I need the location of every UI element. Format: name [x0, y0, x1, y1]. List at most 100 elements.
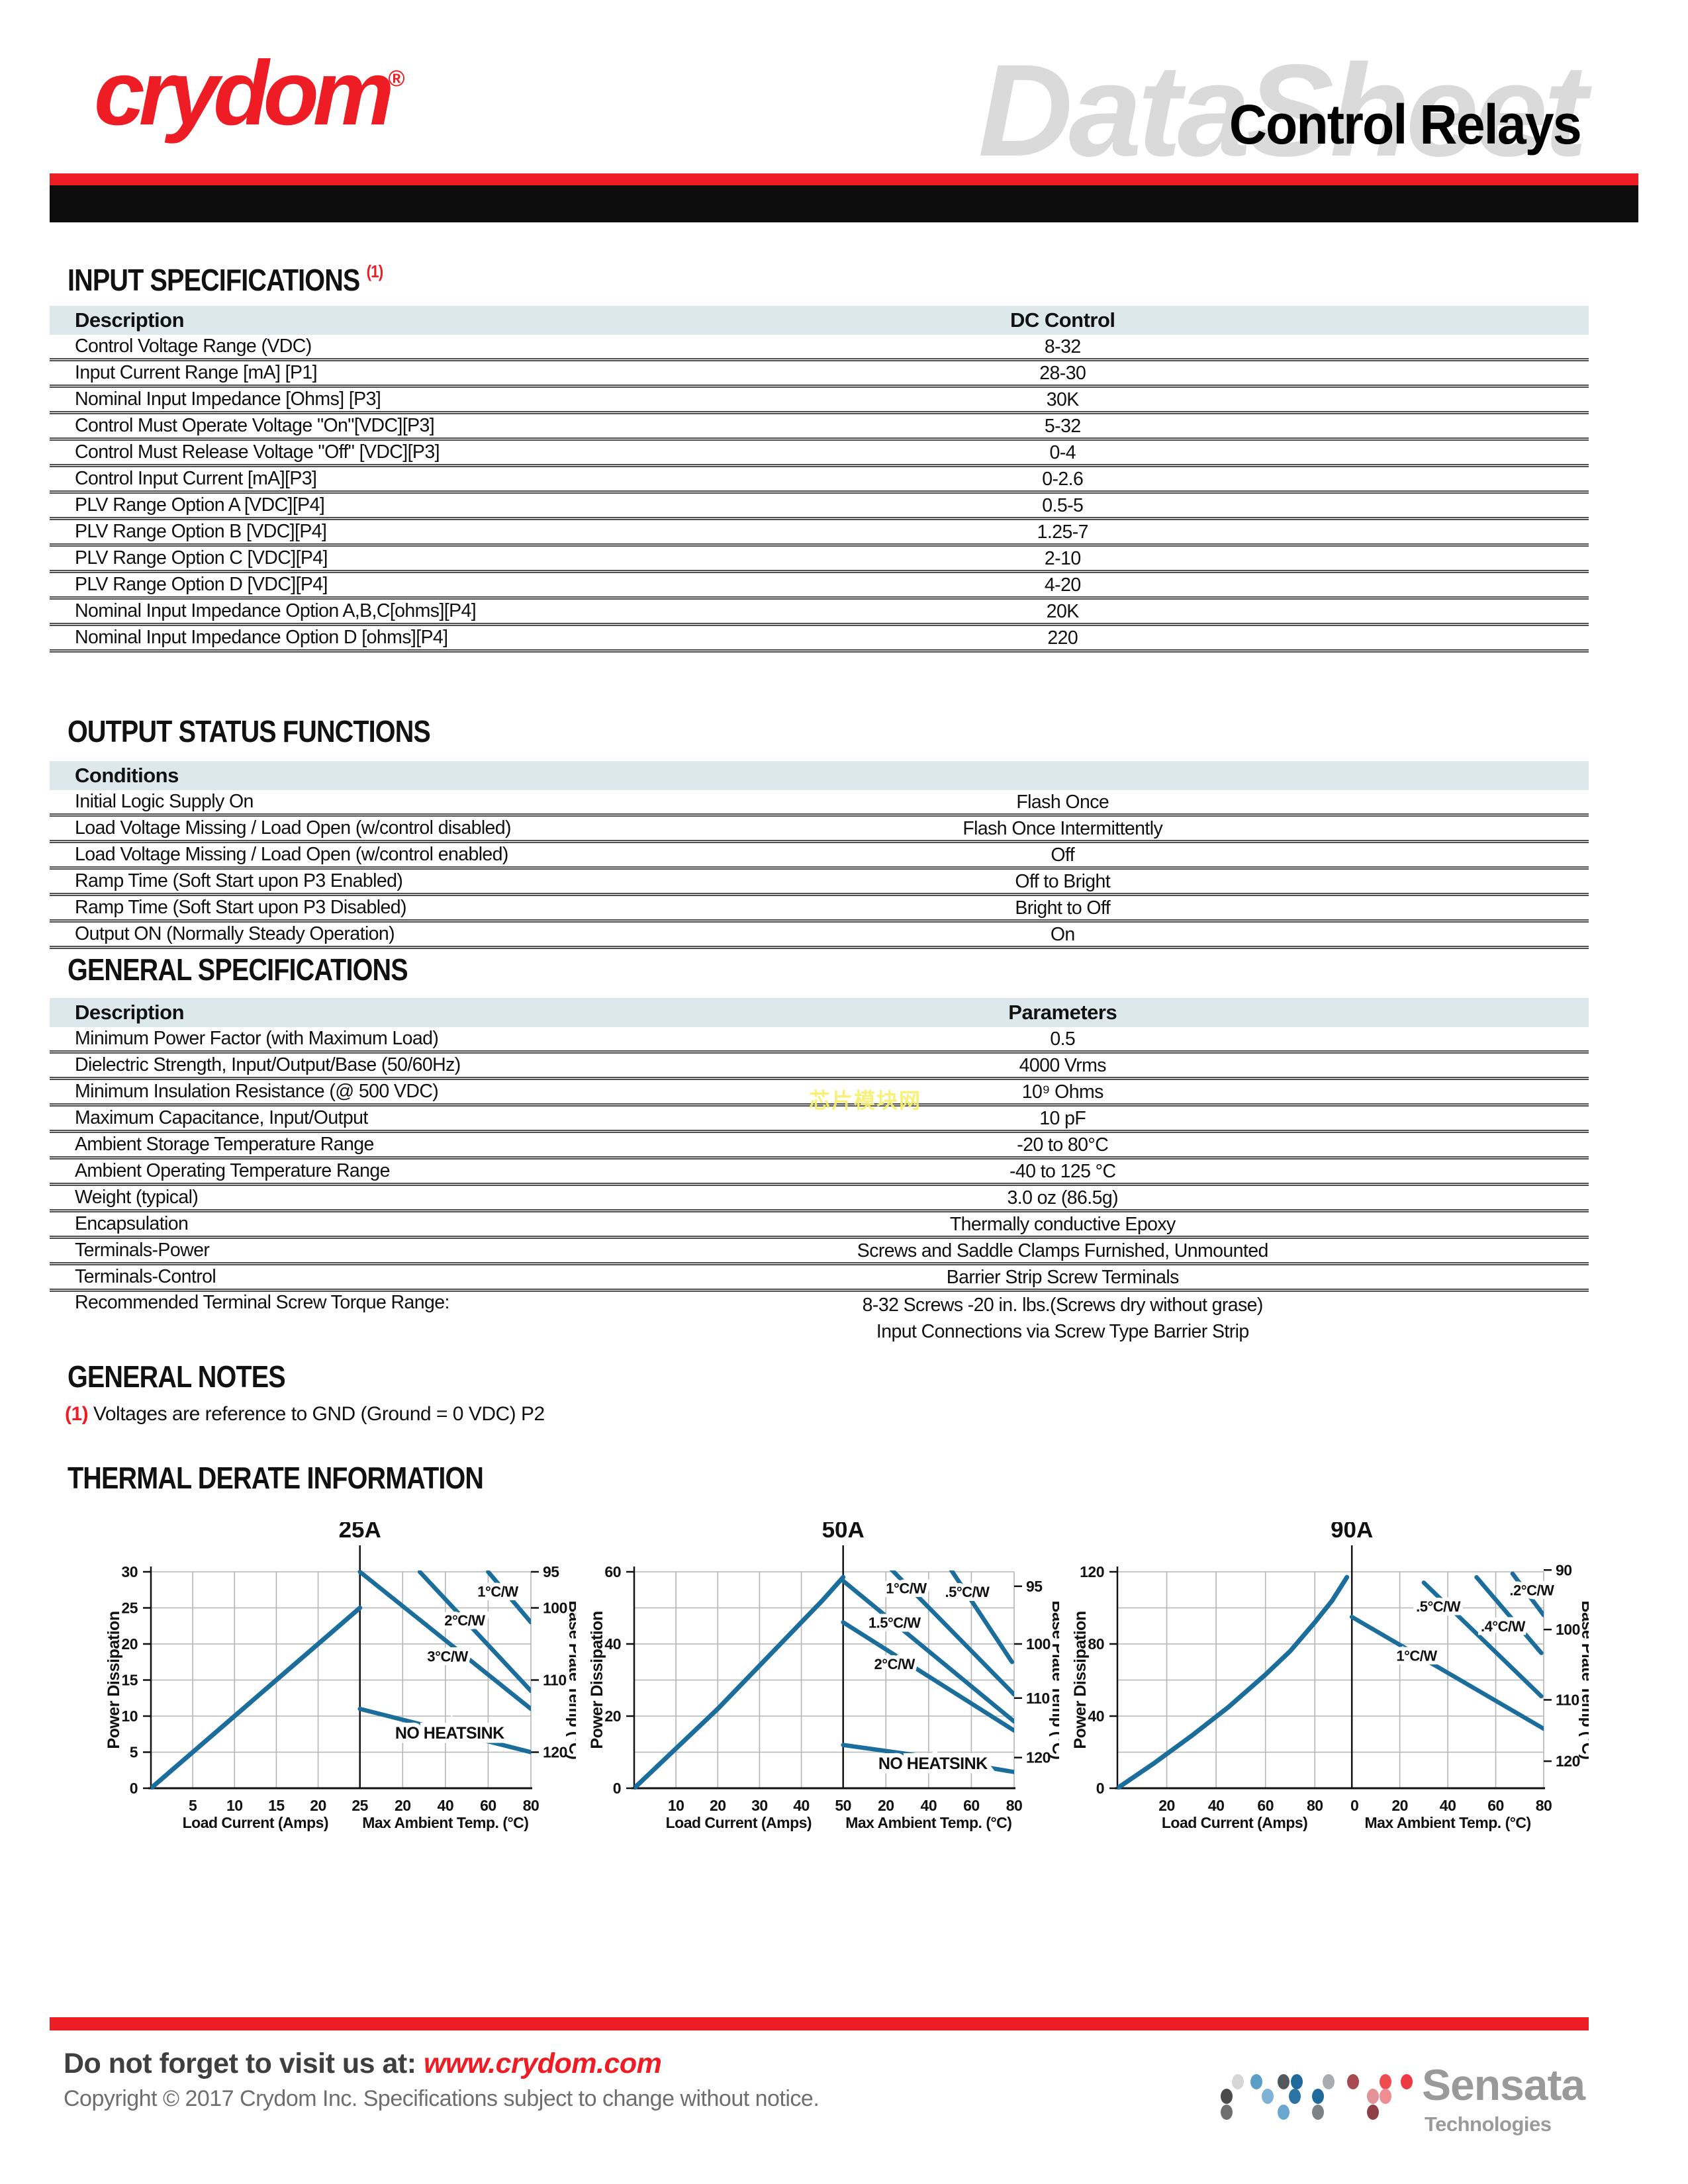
table-row: Nominal Input Impedance Option D [ohms][… — [50, 626, 1589, 653]
curve-label: 1°C/W — [477, 1583, 518, 1600]
table-row: Maximum Capacitance, Input/Output 10 pF — [50, 1107, 1589, 1133]
table-row: Control Input Current [mA][P3] 0-2.6 — [50, 467, 1589, 494]
svg-text:30: 30 — [121, 1563, 138, 1580]
svg-text:120: 120 — [1080, 1563, 1104, 1580]
row-value: 5-32 — [1044, 415, 1081, 437]
svg-text:95: 95 — [543, 1563, 559, 1580]
row-description: Output ON (Normally Steady Operation) — [75, 923, 395, 944]
sensata-dot — [1278, 2105, 1289, 2120]
row-value: -40 to 125 °C — [1009, 1160, 1116, 1182]
row-description: Control Must Operate Voltage "On"[VDC][P… — [75, 415, 435, 436]
table-row: Dielectric Strength, Input/Output/Base (… — [50, 1054, 1589, 1080]
svg-text:40: 40 — [438, 1797, 454, 1814]
svg-text:120: 120 — [1026, 1749, 1051, 1766]
thermal-chart-25a: 0 5 10 15 20 25 30 95 100 110 120 5 10 15 20 25 20 40 60 80… — [99, 1517, 584, 1833]
row-description: PLV Range Option B [VDC][P4] — [75, 521, 327, 542]
row-description: Nominal Input Impedance [Ohms] [P3] — [75, 388, 381, 410]
svg-text:25: 25 — [352, 1797, 368, 1814]
table-row: Encapsulation Thermally conductive Epoxy — [50, 1212, 1589, 1239]
row-description: PLV Range Option D [VDC][P4] — [75, 574, 328, 595]
svg-text:95: 95 — [1026, 1578, 1043, 1595]
chart-title: 25A — [339, 1522, 381, 1543]
svg-text:10: 10 — [668, 1797, 684, 1814]
row-description: Control Input Current [mA][P3] — [75, 468, 317, 489]
column-header-parameters: Parameters — [1008, 1001, 1117, 1024]
crydom-url-link[interactable]: www.crydom.com — [423, 2048, 662, 2079]
x-axis-label-left: Load Current (Amps) — [666, 1814, 812, 1831]
svg-text:60: 60 — [1487, 1797, 1504, 1814]
table-row: Ambient Storage Temperature Range -20 to … — [50, 1133, 1589, 1160]
row-value: 10 pF — [1039, 1107, 1086, 1129]
svg-text:50: 50 — [835, 1797, 851, 1814]
row-description: Terminals-Power — [75, 1240, 210, 1261]
svg-text:0: 0 — [613, 1780, 621, 1797]
curve-label: .4°C/W — [1481, 1618, 1526, 1635]
sensata-dot — [1221, 2089, 1233, 2104]
row-value: 8-32 Screws -20 in. lbs.(Screws dry with… — [862, 1295, 1264, 1342]
svg-text:20: 20 — [710, 1797, 726, 1814]
row-description: Terminals-Control — [75, 1266, 216, 1287]
table-row: Control Voltage Range (VDC) 8-32 — [50, 335, 1589, 361]
y-axis-label: Power Dissipation — [588, 1611, 606, 1749]
row-value: 30K — [1046, 388, 1080, 410]
row-description: Initial Logic Supply On — [75, 791, 254, 812]
row-value: 2-10 — [1044, 547, 1081, 569]
table-row: Recommended Terminal Screw Torque Range:… — [50, 1292, 1589, 1345]
table-row: Control Must Operate Voltage "On"[VDC][P… — [50, 414, 1589, 441]
svg-text:60: 60 — [480, 1797, 496, 1814]
svg-text:5: 5 — [130, 1744, 138, 1761]
sensata-dot — [1262, 2089, 1274, 2104]
curve-label: 2°C/W — [444, 1612, 485, 1629]
table-row: PLV Range Option B [VDC][P4] 1.25-7 — [50, 520, 1589, 547]
row-description: Dielectric Strength, Input/Output/Base (… — [75, 1054, 461, 1075]
svg-text:15: 15 — [121, 1672, 138, 1689]
table-row: PLV Range Option D [VDC][P4] 4-20 — [50, 573, 1589, 600]
curve-label: .5°C/W — [945, 1584, 990, 1600]
input-specifications-heading: INPUT SPECIFICATIONS (1) — [68, 261, 383, 297]
svg-text:90: 90 — [1556, 1561, 1572, 1578]
row-description: Control Voltage Range (VDC) — [75, 336, 312, 357]
svg-text:80: 80 — [1088, 1635, 1104, 1653]
svg-text:100: 100 — [1556, 1621, 1580, 1638]
row-description: Minimum Power Factor (with Maximum Load) — [75, 1028, 439, 1049]
table-row: Ramp Time (Soft Start upon P3 Enabled) Of… — [50, 870, 1589, 896]
svg-text:10: 10 — [121, 1707, 138, 1725]
svg-text:5: 5 — [189, 1797, 197, 1814]
footnote-text: Voltages are reference to GND (Ground = … — [88, 1403, 545, 1425]
row-description: Nominal Input Impedance Option A,B,C[ohm… — [75, 600, 477, 621]
row-description: Recommended Terminal Screw Torque Range: — [75, 1292, 449, 1313]
svg-text:60: 60 — [1257, 1797, 1274, 1814]
svg-text:10: 10 — [226, 1797, 243, 1814]
column-header-conditions: Conditions — [75, 764, 179, 787]
copyright-text: Copyright © 2017 Crydom Inc. Specificati… — [64, 2086, 820, 2111]
input-spec-table: Control Voltage Range (VDC) 8-32 Input Cur… — [50, 335, 1589, 653]
svg-text:40: 40 — [793, 1797, 810, 1814]
general-specifications-heading: GENERAL SPECIFICATIONS — [68, 952, 408, 987]
row-description: PLV Range Option C [VDC][P4] — [75, 547, 328, 569]
curve-label: NO HEATSINK — [878, 1754, 988, 1773]
row-value: 8-32 — [1044, 336, 1081, 357]
row-description: Weight (typical) — [75, 1187, 199, 1208]
svg-text:60: 60 — [963, 1797, 980, 1814]
sensata-dot — [1367, 2105, 1379, 2120]
sensata-dot — [1312, 2105, 1324, 2120]
svg-text:40: 40 — [604, 1635, 621, 1653]
table-row: Output ON (Normally Steady Operation) On — [50, 923, 1589, 949]
footer-red-bar — [50, 2017, 1589, 2030]
input-spec-table-header: Description DC Control — [50, 306, 1589, 335]
row-value: 28-30 — [1039, 362, 1086, 384]
general-spec-table: Minimum Power Factor (with Maximum Load)… — [50, 1027, 1589, 1345]
row-description: Ambient Operating Temperature Range — [75, 1160, 391, 1181]
sensata-dot — [1401, 2074, 1413, 2089]
svg-text:20: 20 — [1158, 1797, 1175, 1814]
svg-text:80: 80 — [1536, 1797, 1552, 1814]
chip-module-watermark: 芯片模块网 — [809, 1089, 922, 1113]
sensata-dot — [1380, 2089, 1391, 2104]
row-value: 3.0 oz (86.5g) — [1007, 1187, 1119, 1208]
x-axis-label-right: Max Ambient Temp. (°C) — [362, 1814, 528, 1831]
svg-text:110: 110 — [543, 1672, 567, 1689]
table-row: Nominal Input Impedance [Ohms] [P3] 30K — [50, 388, 1589, 414]
table-row: Initial Logic Supply On Flash Once — [50, 790, 1589, 817]
row-value: Screws and Saddle Clamps Furnished, Unmo… — [857, 1240, 1269, 1261]
row-description: Ambient Storage Temperature Range — [75, 1134, 374, 1155]
